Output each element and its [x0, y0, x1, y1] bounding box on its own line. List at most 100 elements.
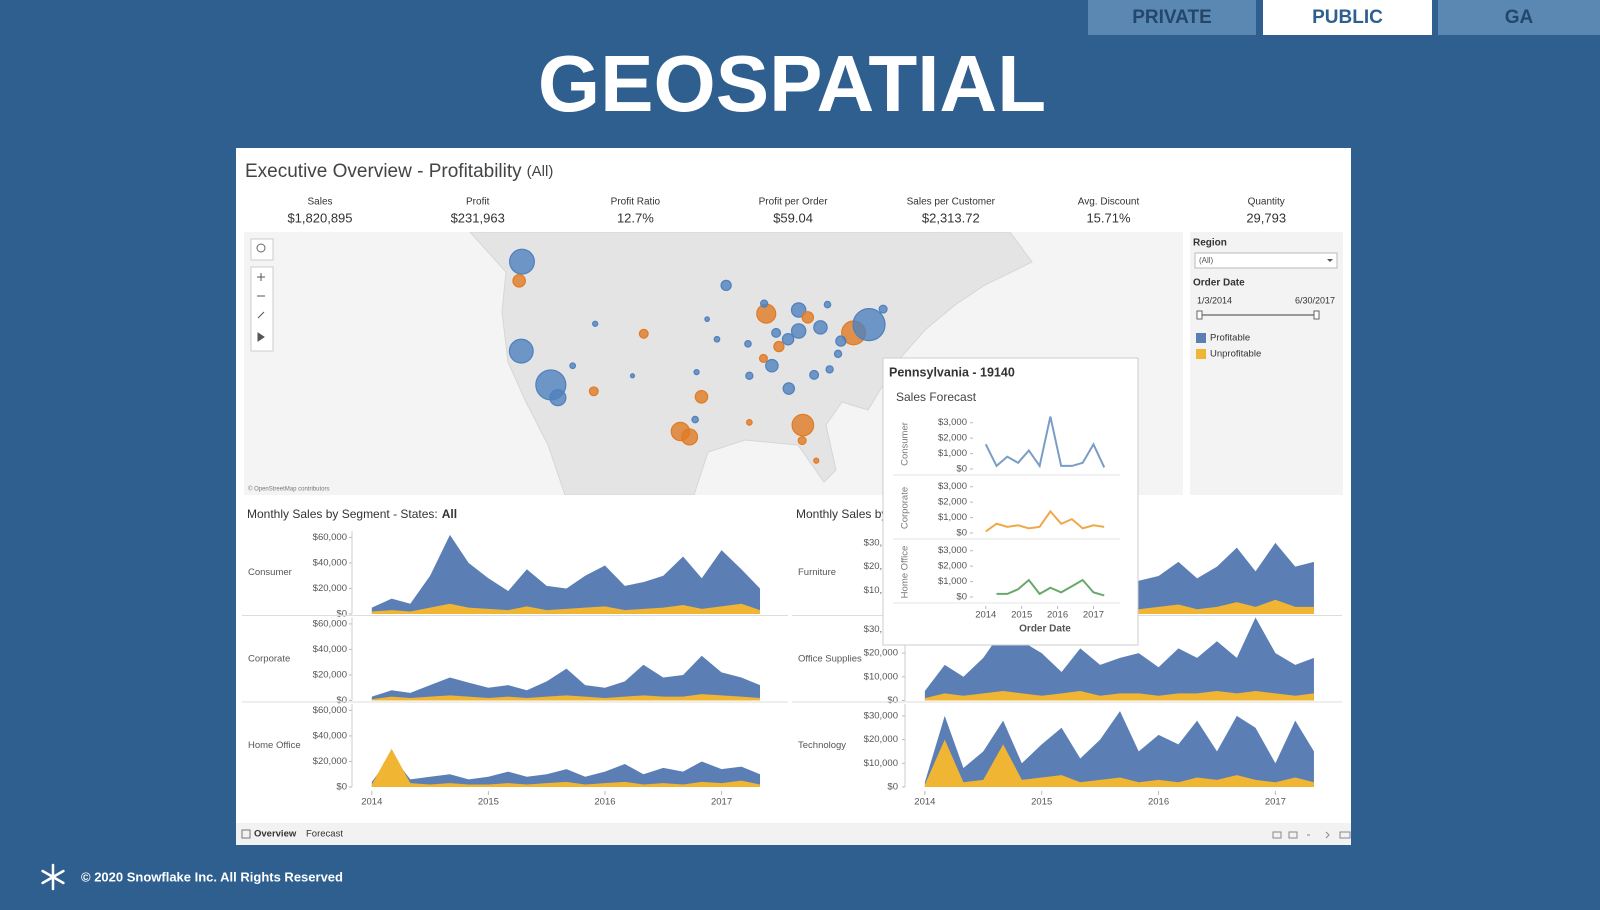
- bubble[interactable]: [823, 300, 832, 309]
- tab-label: PRIVATE: [1132, 7, 1212, 28]
- bubble[interactable]: [720, 279, 732, 292]
- bubble[interactable]: [833, 349, 843, 359]
- kpi-value: 29,793: [1246, 210, 1286, 225]
- bubble[interactable]: [512, 274, 526, 288]
- bubble[interactable]: [878, 304, 888, 314]
- bubble[interactable]: [782, 382, 796, 395]
- sheet-tab-bar: [236, 823, 1351, 845]
- bubble[interactable]: [801, 311, 815, 324]
- toolbar-icons: [257, 273, 265, 342]
- bubble[interactable]: [797, 436, 807, 446]
- tooltip-subtitle: Sales Forecast: [896, 390, 977, 404]
- y-tick-label: $60,000: [313, 532, 347, 543]
- chart-title-text: Monthly Sales by Segment - States:: [247, 507, 438, 521]
- bubble[interactable]: [813, 457, 820, 464]
- bubble[interactable]: [508, 248, 535, 275]
- bubble[interactable]: [569, 362, 577, 370]
- map-toolbar[interactable]: [250, 266, 274, 352]
- bubble[interactable]: [691, 415, 699, 424]
- bubble[interactable]: [629, 373, 636, 379]
- slider-handle[interactable]: [1313, 310, 1320, 320]
- area: [371, 534, 761, 614]
- tab[interactable]: [1263, 0, 1432, 35]
- bubble[interactable]: [790, 302, 807, 318]
- bubble[interactable]: [771, 327, 782, 338]
- bubble[interactable]: [759, 299, 769, 308]
- bubble[interactable]: [744, 340, 752, 348]
- bubble[interactable]: [781, 333, 795, 346]
- map-attribution: © OpenStreetMap contributors: [248, 486, 329, 493]
- date-end: 6/30/2017: [1295, 295, 1335, 305]
- row-label: Home Office: [900, 546, 911, 599]
- area-charts: Monthly Sales by Segment - States: All Con…: [242, 507, 1342, 808]
- tab[interactable]: [1088, 0, 1256, 35]
- bubble[interactable]: [791, 413, 815, 437]
- bubble[interactable]: [809, 369, 820, 380]
- y-tick-label: $60,000: [313, 618, 347, 629]
- y-tick-label: $3,000: [938, 417, 967, 428]
- bubble[interactable]: [713, 335, 721, 343]
- y-tick-label: $40,000: [313, 730, 347, 741]
- x-tick-label: 2017: [711, 797, 732, 808]
- bubble[interactable]: [852, 308, 886, 342]
- slider-handle[interactable]: [1196, 310, 1203, 320]
- y-tick-label: $20,000: [313, 669, 347, 680]
- bubble[interactable]: [745, 418, 753, 426]
- legend: Profitable Unprofitable: [1196, 333, 1261, 360]
- title-main: Executive Overview - Profitability: [245, 161, 522, 182]
- bubble[interactable]: [745, 371, 754, 380]
- bubble[interactable]: [813, 320, 828, 335]
- sheet-tab[interactable]: Overview: [254, 829, 297, 840]
- bubble[interactable]: [758, 353, 768, 363]
- bubble[interactable]: [638, 328, 649, 339]
- bubble[interactable]: [694, 389, 709, 404]
- search-icon: [256, 243, 266, 253]
- kpi-label: Avg. Discount: [1078, 197, 1140, 208]
- kpi-value: 12.7%: [617, 210, 654, 225]
- x-tick-label: 2016: [1148, 797, 1169, 808]
- x-tick-label: 2014: [361, 797, 382, 808]
- kpi-label: Profit: [466, 197, 490, 208]
- tooltip-x-label: Order Date: [1019, 624, 1071, 635]
- y-tick-label: $20,000: [313, 756, 347, 767]
- x-tick-label: 2017: [1265, 797, 1286, 808]
- kpi-row: Sales $1,820,895 Profit $231,963 Profit Rati…: [287, 197, 1286, 226]
- row-label: Corporate: [248, 654, 290, 665]
- row-label: Furniture: [798, 567, 836, 578]
- map-search[interactable]: [250, 238, 274, 261]
- bar-icons: [1272, 831, 1351, 839]
- tab[interactable]: [1438, 0, 1600, 35]
- bubble[interactable]: [680, 428, 699, 446]
- kpi-label: Quantity: [1248, 197, 1285, 208]
- title-suffix: (All): [527, 163, 554, 180]
- area: [371, 603, 761, 614]
- kpi-value: 15.71%: [1086, 210, 1131, 225]
- bubble[interactable]: [693, 368, 700, 376]
- bubble[interactable]: [773, 340, 785, 353]
- bubble[interactable]: [508, 338, 534, 364]
- bubble[interactable]: [592, 320, 599, 327]
- date-label: Order Date: [1193, 278, 1245, 289]
- kpi-value: $231,963: [451, 210, 505, 225]
- bubble[interactable]: [790, 323, 807, 339]
- bubble[interactable]: [704, 316, 710, 323]
- region-dropdown[interactable]: [1194, 252, 1338, 269]
- y-tick-label: $0: [956, 592, 967, 603]
- y-tick-label: $0: [336, 782, 347, 793]
- sheet-icon: [241, 829, 251, 839]
- sheet-tab[interactable]: Forecast: [306, 829, 343, 840]
- bubble[interactable]: [825, 365, 834, 374]
- region-value: (All): [1199, 256, 1214, 265]
- dropdown-arrow: [1327, 259, 1333, 262]
- bubble[interactable]: [765, 358, 779, 373]
- y-tick-label: $20,000: [864, 734, 898, 745]
- y-tick-label: $20,000: [864, 561, 898, 572]
- bubble[interactable]: [835, 335, 847, 347]
- bubble[interactable]: [549, 389, 567, 407]
- y-tick-label: $30,000: [864, 537, 898, 548]
- tab-bar: PRIVATE PUBLIC GA: [1088, 0, 1600, 35]
- bubble[interactable]: [588, 386, 599, 397]
- y-tick-label: $40,000: [313, 557, 347, 568]
- kpi-value: $1,820,895: [287, 210, 352, 225]
